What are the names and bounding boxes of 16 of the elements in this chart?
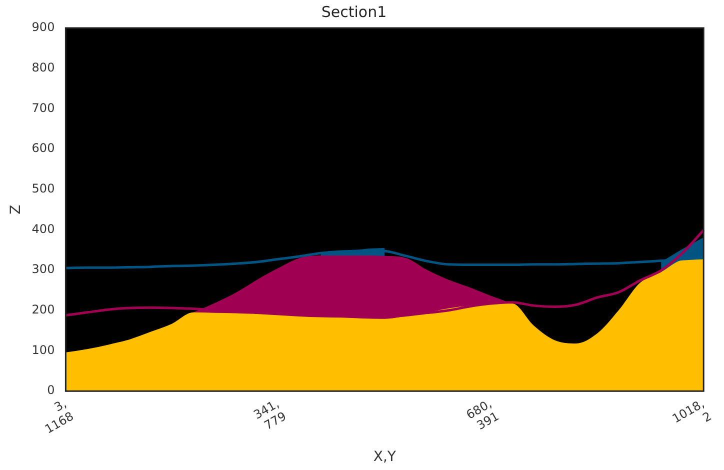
y-tick-label: 0 [47, 383, 55, 398]
x-tick-label: 341, 779 [251, 396, 289, 433]
y-tick-label: 400 [32, 222, 55, 236]
x-tick-label: 680, 391 [464, 396, 502, 433]
y-tick-label: 900 [32, 20, 55, 34]
y-tick-label: 700 [32, 100, 55, 115]
y-tick-label: 600 [32, 141, 55, 156]
y-axis-title: Z [8, 204, 24, 214]
y-tick-label: 200 [32, 302, 55, 317]
chart-title: Section1 [321, 2, 387, 21]
y-tick-label: 100 [32, 342, 55, 357]
x-axis-title: X,Y [373, 449, 396, 466]
y-tick-label: 800 [32, 60, 55, 74]
y-tick-label: 300 [32, 262, 55, 276]
line-series [64, 228, 705, 318]
y-tick-label: 500 [32, 181, 55, 196]
